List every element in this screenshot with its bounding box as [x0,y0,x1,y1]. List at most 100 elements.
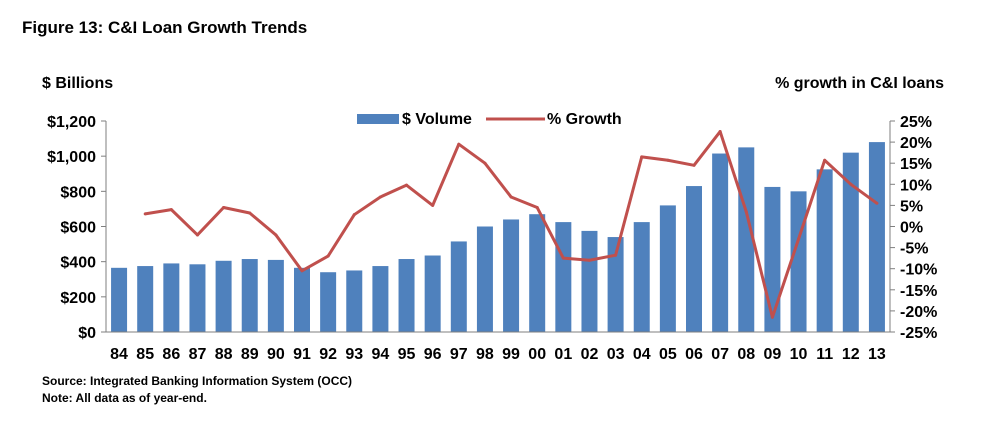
growth-point-91 [300,269,304,273]
x-tick-label: 85 [136,346,154,363]
y2-tick-label: -10% [900,262,937,279]
y2-tick-label: 25% [900,114,932,131]
y2-tick-label: 5% [900,198,923,215]
x-tick-label: 94 [372,346,390,363]
x-tick-label: 10 [790,346,808,363]
growth-point-12 [849,182,853,186]
bar-10 [790,191,807,332]
y2-tick-label: 15% [900,156,932,173]
bar-88 [215,260,232,332]
bar-03 [607,237,624,332]
growth-point-02 [587,258,591,262]
bar-94 [372,266,389,332]
x-tick-label: 12 [842,346,860,363]
x-tick-label: 86 [162,346,180,363]
y2-axis-title: % growth in C&I loans [775,75,944,92]
bar-86 [163,263,180,332]
bar-91 [294,267,310,332]
bar-07 [712,153,729,332]
y2-tick-label: -25% [900,325,937,342]
x-tick-label: 05 [659,346,677,363]
x-tick-label: 95 [398,346,416,363]
y-tick-label: $400 [60,255,96,272]
legend: $ Volume % Growth [357,111,622,128]
x-tick-label: 08 [737,346,755,363]
x-tick-label: 11 [816,346,833,363]
bar-95 [398,259,415,332]
bar-85 [137,266,154,332]
x-tick-label: 97 [450,346,468,363]
growth-point-97 [457,142,461,146]
growth-point-96 [431,203,435,207]
growth-point-88 [222,206,226,210]
bar-00 [529,214,546,332]
x-tick-label: 98 [476,346,494,363]
bar-04 [633,222,650,332]
growth-point-93 [352,213,356,217]
x-tick-label: 87 [189,346,207,363]
source-note: Source: Integrated Banking Information S… [42,374,353,388]
legend-swatch-volume [357,114,399,124]
x-tick-label: 09 [764,346,782,363]
bar-84 [111,267,128,332]
x-tick-label: 13 [868,346,886,363]
y2-tick-label: -20% [900,304,937,321]
y2-tick-label: 10% [900,177,932,194]
growth-point-92 [326,254,330,258]
y-tick-label: $200 [60,290,96,307]
growth-point-10 [797,237,801,241]
x-tick-label: 06 [685,346,703,363]
x-tick-label: 91 [293,346,311,363]
growth-point-07 [718,130,722,134]
growth-point-87 [195,233,199,237]
x-tick-label: 07 [711,346,729,363]
growth-point-03 [614,253,618,257]
legend-label-volume: $ Volume [402,111,472,128]
bar-13 [868,142,885,332]
growth-point-01 [561,256,565,260]
y-tick-label: $0 [78,325,96,342]
bar-99 [503,219,520,332]
y2-tick-label: -15% [900,283,937,300]
bar-02 [581,230,598,332]
x-tick-label: 02 [581,346,599,363]
bar-87 [189,264,206,332]
bar-08 [738,147,755,332]
growth-point-04 [640,155,644,159]
bar-93 [346,270,363,332]
x-tick-label: 04 [633,346,651,363]
growth-point-13 [875,201,879,205]
x-tick-label: 96 [424,346,442,363]
growth-point-89 [248,211,252,215]
growth-point-98 [483,161,487,165]
figure-title: Figure 13: C&I Loan Growth Trends [22,18,308,37]
y-tick-label: $600 [60,220,96,237]
data-note: Note: All data as of year-end. [42,391,207,405]
growth-point-06 [692,163,696,167]
bar-96 [424,255,441,332]
bar-98 [476,226,493,332]
growth-point-05 [666,158,670,162]
bar-01 [555,222,572,332]
growth-point-99 [509,195,513,199]
growth-point-00 [535,206,539,210]
x-tick-label: 03 [607,346,625,363]
growth-point-08 [744,210,748,214]
growth-point-85 [143,212,147,216]
y-tick-label: $1,000 [47,149,96,166]
legend-label-growth: % Growth [547,111,622,128]
growth-point-11 [823,158,827,162]
x-tick-label: 89 [241,346,259,363]
x-tick-label: 84 [110,346,128,363]
y-axis-title: $ Billions [42,75,113,92]
bar-12 [842,152,859,332]
growth-point-94 [378,195,382,199]
bar-05 [659,205,676,332]
y-tick-label: $800 [60,184,96,201]
x-tick-label: 92 [319,346,337,363]
x-tick-label: 01 [554,346,572,363]
growth-point-90 [274,233,278,237]
y2-tick-label: 0% [900,220,923,237]
bar-92 [320,272,337,332]
